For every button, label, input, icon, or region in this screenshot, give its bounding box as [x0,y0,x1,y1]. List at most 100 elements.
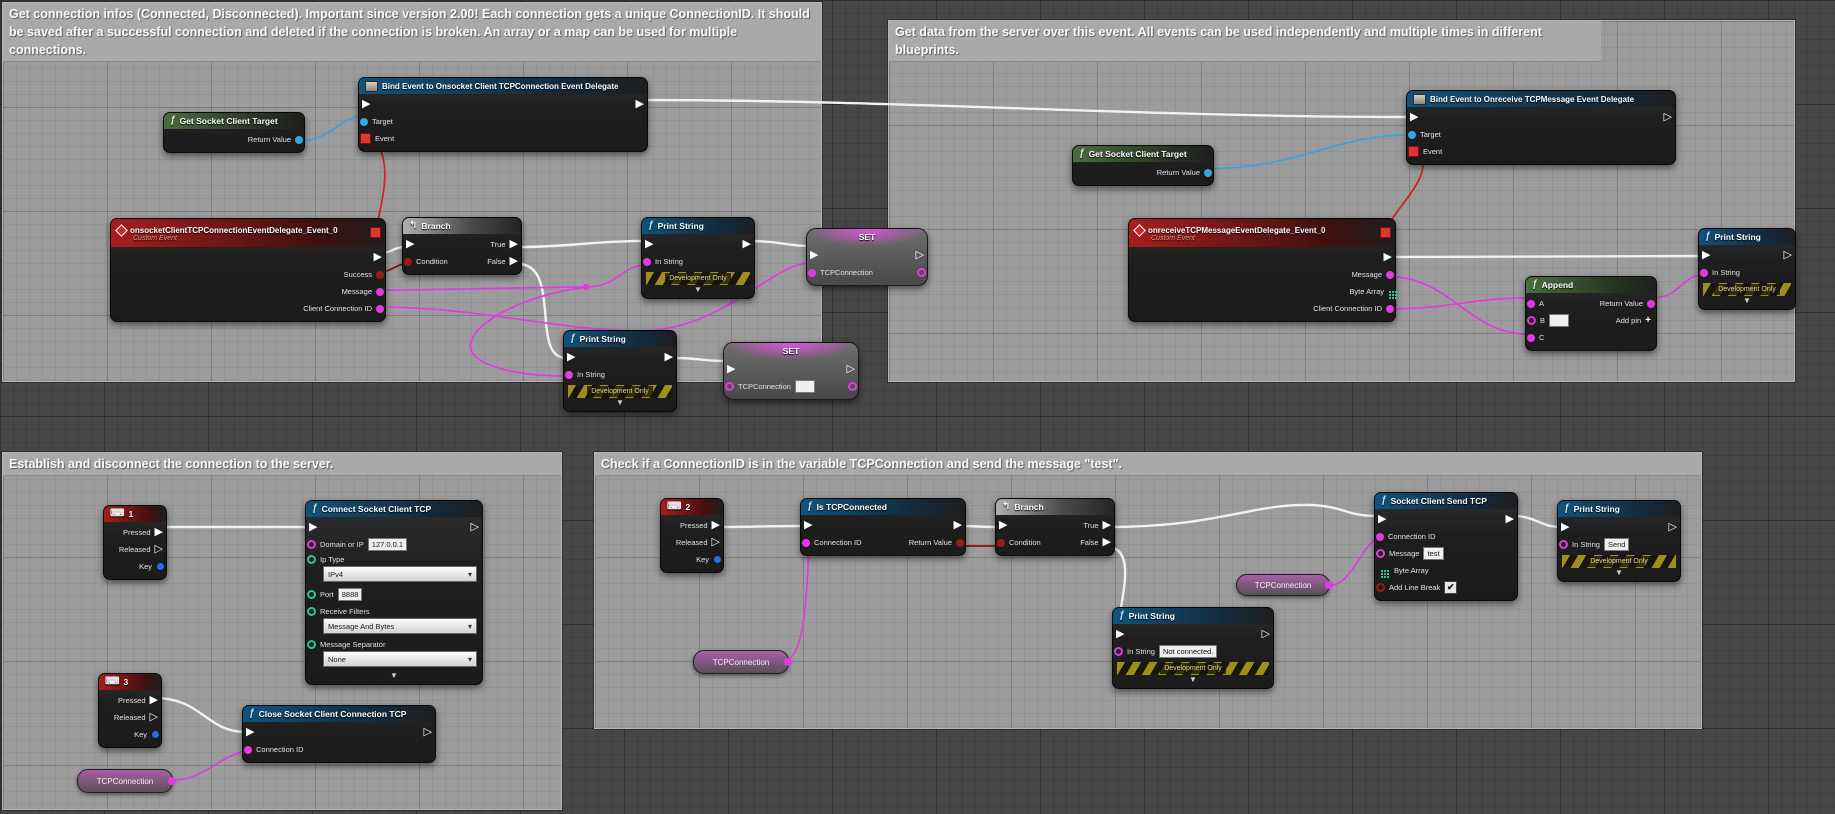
false-exec-pin[interactable] [1103,537,1111,548]
comment-connection-info[interactable]: Get connection infos (Connected, Disconn… [2,2,822,382]
true-exec-pin[interactable] [1103,520,1111,531]
return-value-pin[interactable] [956,538,964,547]
receive-filters-pin[interactable] [307,607,316,616]
key-pin[interactable] [156,562,165,571]
released-exec-pin[interactable] [712,537,720,548]
in-string-pin[interactable] [565,370,573,379]
exec-out-pin[interactable] [665,352,673,363]
exec-out-pin[interactable] [1262,629,1270,640]
node-header[interactable]: ⌨ 3 [99,674,161,690]
node-branch-1[interactable]: ↰Branch True Condition False [402,217,522,275]
message-input[interactable]: test [1423,547,1444,560]
exec-in-pin[interactable] [810,250,818,261]
success-pin[interactable] [376,270,384,279]
exec-in-pin[interactable] [309,522,317,533]
message-separator-dropdown[interactable]: None [323,651,477,667]
exec-out-pin[interactable] [1384,252,1392,263]
tcpconnection-pin[interactable] [725,382,734,391]
node-header[interactable]: ƒ Get Socket Client Target [1073,146,1213,162]
value-input[interactable] [794,380,815,393]
collapse-arrow-icon[interactable] [1113,675,1273,684]
exec-out-pin[interactable] [743,239,751,250]
pressed-exec-pin[interactable] [155,527,163,538]
exec-out-pin[interactable] [471,522,479,533]
comment-title[interactable]: Get connection infos (Connected, Disconn… [3,3,821,62]
released-exec-pin[interactable] [150,712,158,723]
add-line-break-checkbox[interactable] [1444,581,1458,594]
return-value-pin[interactable] [1204,168,1212,177]
exec-out-pin[interactable] [1664,112,1672,123]
add-pin-icon[interactable]: + [1645,314,1651,326]
exec-in-pin[interactable] [1410,112,1418,123]
domain-or-ip-pin[interactable] [307,540,316,549]
node-event-onmessage[interactable]: onreceiveTCPMessageEventDelegate_Event_0… [1128,218,1396,322]
exec-in-pin[interactable] [1378,514,1386,525]
variable-output-pin[interactable] [1325,581,1333,589]
collapse-arrow-icon[interactable] [1558,568,1680,577]
exec-in-pin[interactable] [246,727,254,738]
node-header[interactable]: ↰ Branch [403,218,521,234]
node-branch-2[interactable]: ↰Branch True Condition False [995,498,1115,556]
node-header[interactable]: ƒ Socket Client Send TCP [1375,493,1517,509]
exec-in-pin[interactable] [645,239,653,250]
add-line-break-pin[interactable] [1376,583,1385,592]
exec-in-pin[interactable] [1702,250,1710,261]
exec-in-pin[interactable] [999,520,1007,531]
collapse-arrow-icon[interactable] [306,671,482,680]
tcpconnection-pin[interactable] [808,268,816,277]
exec-out-pin[interactable] [1669,522,1677,533]
node-event-onconnection[interactable]: onsocketClientTCPConnectionEventDelegate… [110,218,386,322]
message-separator-pin[interactable] [307,640,316,649]
collapse-arrow-icon[interactable] [1699,296,1795,305]
exec-out-pin[interactable] [916,250,924,261]
in-string-input[interactable]: Not connected. [1158,645,1218,658]
node-header[interactable]: SET [807,229,927,245]
connection-id-pin[interactable] [802,538,810,547]
true-exec-pin[interactable] [510,239,518,250]
event-delegate-pin[interactable] [1408,146,1419,157]
exec-in-pin[interactable] [362,99,370,110]
node-is-tcpconnected[interactable]: ƒIs TCPConnected Connection ID Return Val… [800,498,966,556]
exec-out-pin[interactable] [374,252,382,263]
ip-type-pin[interactable] [307,555,316,564]
in-string-pin[interactable] [1700,268,1708,277]
client-connection-id-pin[interactable] [1386,304,1394,313]
connection-id-pin[interactable] [1376,532,1384,541]
a-pin[interactable] [1527,299,1535,308]
node-header[interactable]: ƒ Close Socket Client Connection TCP [243,706,435,722]
port-input[interactable]: 8888 [337,588,363,601]
exec-out-pin[interactable] [954,520,962,531]
node-header[interactable]: ƒ Append [1526,277,1656,293]
message-pin[interactable] [1386,270,1394,279]
node-get-socket-client-target-2[interactable]: ƒ Get Socket Client Target Return Value [1072,145,1214,186]
condition-pin[interactable] [997,538,1005,547]
variable-output-pin[interactable] [784,658,792,666]
condition-pin[interactable] [404,257,412,266]
node-header[interactable]: ƒ Connect Socket Client TCP [306,501,482,517]
variable-get-tcpconnection-3[interactable]: TCPConnection [1236,574,1333,596]
node-header[interactable]: ƒ Print String [1699,229,1795,245]
pressed-exec-pin[interactable] [712,520,720,531]
variable-get-tcpconnection-2[interactable]: TCPConnection [693,650,792,674]
return-value-pin[interactable] [1647,299,1655,308]
node-header[interactable]: ƒ Print String [564,331,676,347]
node-header[interactable]: onsocketClientTCPConnectionEventDelegate… [111,219,385,247]
ip-type-dropdown[interactable]: IPv4 [323,566,477,582]
exec-in-pin[interactable] [1116,629,1124,640]
return-value-pin[interactable] [295,135,303,144]
exec-out-pin[interactable] [847,364,855,375]
output-value-pin[interactable] [848,382,857,391]
false-exec-pin[interactable] [510,256,518,267]
byte-array-pin[interactable] [1389,290,1391,293]
delegate-pin[interactable] [1380,227,1391,238]
node-bind-event-onreceive[interactable]: Bind Event to Onreceive TCPMessage Event… [1406,90,1676,165]
client-connection-id-pin[interactable] [376,304,384,313]
